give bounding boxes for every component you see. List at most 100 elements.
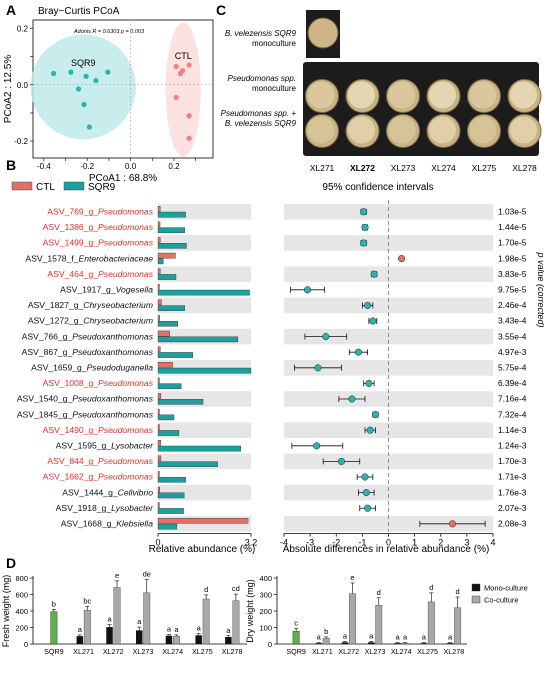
bar-sqr9-3 — [157, 258, 164, 265]
bar-sqr9-9 — [157, 352, 194, 358]
taxon-label-0: ASV_769_g_Pseudomonas — [47, 207, 153, 217]
taxon-label-16: ASV_844_g_Pseudomonas — [47, 456, 153, 466]
letter-co-0-xl278: cd — [232, 584, 240, 593]
taxon-label-9: ASV_867_g_Pseudoxanthomonas — [22, 347, 154, 357]
taxon-label-11: ASV_1008_g_Pseudomonas — [43, 378, 154, 388]
ci-point-18 — [362, 489, 370, 497]
biomass-y-tick-label-0-1: 200 — [15, 623, 28, 632]
point-ctl-3 — [177, 70, 184, 77]
category-label-0-xl272: XL272 — [103, 647, 124, 656]
ci-point-7 — [369, 317, 377, 325]
bar-sqr9-14 — [157, 430, 180, 436]
well-center-row2-xl272 — [348, 116, 375, 144]
category-label-1-xl273: XL273 — [365, 647, 386, 656]
abundance-x-label: Relative abundance (%) — [149, 544, 256, 555]
letter-co-0-xl274: a — [174, 625, 179, 634]
well-center-row2-xl275 — [469, 116, 497, 144]
well-center-row1-xl275 — [469, 81, 497, 109]
bar-co-1-xl275 — [427, 601, 435, 645]
difference-tick-label-6: 2 — [438, 538, 443, 548]
taxon-label-7: ASV_1272_g_Chryseobacterium — [28, 316, 153, 326]
taxon-label-3: ASV_1578_f_Enterobacteriaceae — [25, 253, 153, 263]
ci-point-14 — [366, 426, 374, 434]
plate-strain-labels: XL271 XL272 XL273 XL274 XL275 XL278 — [310, 163, 537, 173]
bar-co-0-xl272 — [113, 587, 121, 645]
taxon-label-20: ASV_1668_g_Klebsiella — [61, 519, 153, 529]
biomass-y-tick-label-1-2: 200 — [259, 607, 272, 616]
bar-mono-0-xl271 — [76, 636, 84, 644]
taxa-labels: ASV_769_g_Pseudomonas ASV_1386_g_Pseudomo… — [17, 207, 154, 529]
biomass-y-tick-label-1-3: 300 — [259, 590, 272, 599]
ci-point-19 — [364, 504, 372, 512]
point-sqr9-1 — [68, 69, 74, 75]
group-label-ctl: CTL — [175, 51, 192, 61]
point-ctl-4 — [173, 94, 179, 101]
panel-d-letter: D — [6, 555, 16, 571]
plate-wells — [305, 79, 542, 148]
pcoa-x-axis: -0.4 -0.2 0.0 0.2 — [37, 158, 196, 171]
abundance-stripe-4 — [158, 266, 251, 282]
bar-mono-1-xl272 — [341, 642, 349, 644]
bar-mono-0-xl272 — [106, 627, 113, 644]
taxon-label-4: ASV_464_g_Pseudomonas — [47, 269, 153, 279]
legend-label-sqr9: SQR9 — [88, 182, 116, 193]
well-center-row2-xl274 — [429, 116, 456, 144]
ci-point-16 — [337, 457, 346, 465]
bar-co-0-xl273 — [143, 592, 151, 645]
point-sqr9-7 — [86, 124, 92, 130]
culture-legend: Mono-culture Co-culture — [471, 583, 528, 605]
bar-sqr9-15 — [157, 445, 242, 452]
letter-mono-1-xl278: a — [448, 633, 453, 642]
bar-mono-0-xl274 — [165, 635, 173, 644]
bar-sqr9-12 — [157, 399, 204, 405]
taxon-label-5: ASV_1917_g_Vogesella — [60, 285, 153, 295]
ci-point-9 — [354, 348, 363, 356]
bar-sqr9-6 — [157, 305, 185, 311]
bar-ctl-10 — [157, 362, 173, 368]
bar-mono-1-xl275 — [420, 643, 428, 644]
point-sqr9-4 — [93, 77, 99, 84]
p-value-20: 2.08e-3 — [498, 519, 527, 529]
letter-co-1-xl273: d — [377, 588, 381, 597]
well-center-row1-xl271 — [307, 81, 335, 109]
letter-co-0-xl271: bc — [83, 596, 91, 605]
ci-point-20 — [448, 520, 457, 528]
taxon-label-15: ASV_1595_g_Lysobacter — [56, 441, 154, 451]
taxon-label-8: ASV_766_g_Pseudoxanthomonas — [22, 331, 154, 341]
pcoa-x-tick-label-6: 0.2 — [168, 162, 180, 171]
plate-row-label-2: Pseudomonas spp. monoculture — [228, 74, 297, 93]
biomass-y-tick-label-1-4: 400 — [259, 574, 272, 583]
taxon-label-12: ASV_1540_g_Pseudoxanthomonas — [17, 394, 154, 404]
well-center-row1-xl273 — [388, 81, 416, 109]
pcoa-y-axis: 0.2 0.0 -0.2 — [14, 24, 33, 146]
bar-sqr9-13 — [157, 414, 175, 421]
bar-co-1-xl278 — [454, 607, 462, 645]
bar-sqr9-4 — [157, 274, 177, 280]
panel-c: C B. velezensis SQR9 monoculture Pseudomon… — [216, 2, 542, 173]
abundance-tick-label-1: 3.2 — [245, 538, 258, 548]
letter-sqr9-0: b — [52, 599, 56, 608]
bar-co-1-xl271 — [322, 638, 330, 645]
ci-point-0 — [360, 208, 368, 216]
ci-point-10 — [314, 364, 322, 372]
abundance-stripe-14 — [158, 422, 251, 438]
legend-swatch-mono-culture — [471, 583, 481, 592]
letter-mono-0-xl274: a — [167, 625, 172, 634]
ci-point-3 — [398, 255, 406, 263]
ci-point-12 — [348, 395, 356, 403]
ci-point-13 — [371, 411, 379, 419]
strain-label-xl271: XL271 — [310, 163, 335, 173]
bar-ctl-12 — [157, 393, 162, 399]
bar-co-0-xl271 — [83, 609, 91, 645]
group-label-sqr9: SQR9 — [71, 58, 96, 68]
bar-ctl-1 — [157, 221, 161, 228]
legend-label-ctl: CTL — [36, 182, 55, 193]
p-value-11: 6.39e-4 — [498, 378, 527, 388]
point-ctl-5 — [186, 113, 192, 119]
point-sqr9-5 — [105, 69, 111, 75]
bar-sqr9-20 — [157, 523, 178, 530]
p-value-6: 2.46e-4 — [498, 300, 527, 310]
biomass-y-tick-label-0-3: 600 — [15, 590, 28, 599]
